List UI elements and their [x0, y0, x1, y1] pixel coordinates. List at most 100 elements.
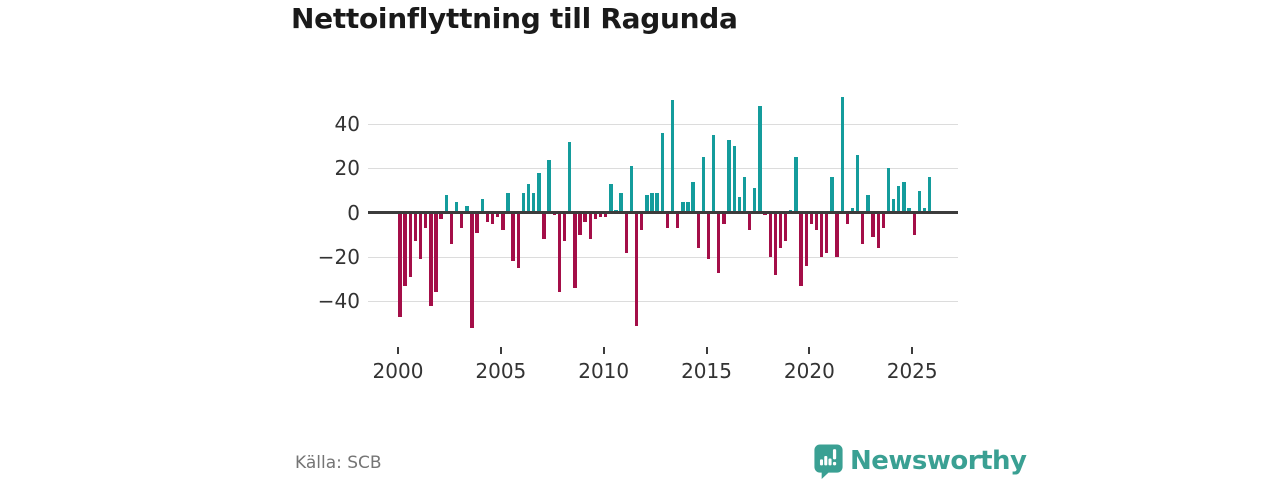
bar	[747, 212, 752, 231]
bar	[706, 212, 711, 260]
bar	[573, 212, 577, 288]
bar	[531, 192, 536, 213]
bar	[470, 212, 474, 328]
x-axis-label: 2000	[372, 359, 424, 383]
x-axis-tick	[808, 347, 811, 354]
bar	[629, 166, 634, 213]
bar	[609, 183, 613, 213]
bar	[511, 212, 515, 262]
bar	[902, 181, 906, 213]
bar	[881, 212, 886, 229]
bar	[485, 212, 490, 222]
bar	[578, 212, 582, 235]
bar	[850, 208, 855, 213]
bar	[876, 212, 880, 249]
bar	[722, 212, 726, 224]
bar	[403, 212, 407, 286]
bar	[912, 212, 916, 235]
bar	[429, 212, 433, 306]
bar	[732, 146, 736, 213]
bar	[768, 212, 772, 257]
bar	[624, 212, 628, 253]
bar	[814, 212, 819, 231]
x-axis-tick	[911, 347, 914, 354]
bar	[454, 201, 459, 213]
bar	[593, 212, 598, 220]
bar	[681, 201, 685, 213]
bar	[686, 201, 690, 213]
bar	[475, 212, 479, 233]
bar	[922, 208, 927, 213]
bar	[753, 188, 757, 213]
newsworthy-logo: Newsworthy	[814, 444, 1027, 480]
bar	[809, 212, 814, 224]
bar	[799, 212, 803, 286]
bar	[516, 212, 520, 269]
newsworthy-logo-text: Newsworthy	[850, 446, 1027, 476]
bar	[840, 97, 844, 213]
newsworthy-logo-icon	[814, 444, 843, 480]
bar	[825, 212, 829, 253]
bar	[619, 192, 623, 213]
bar	[439, 212, 443, 220]
bar	[819, 212, 824, 257]
bar	[650, 192, 654, 213]
bar	[444, 194, 448, 213]
bar	[418, 212, 423, 260]
bar	[583, 212, 587, 222]
bar	[645, 194, 649, 213]
bar	[886, 168, 891, 213]
bar	[562, 212, 567, 242]
bar	[639, 212, 644, 231]
bar	[701, 157, 706, 213]
bar	[460, 212, 464, 229]
y-axis-label: 20	[334, 156, 360, 181]
x-axis-label: 2025	[886, 359, 938, 383]
bar	[480, 199, 484, 213]
bar	[778, 212, 783, 249]
bar	[537, 172, 541, 213]
bar	[413, 212, 418, 242]
bar	[804, 212, 808, 266]
bar	[855, 155, 860, 213]
bar	[547, 159, 551, 213]
bar	[588, 212, 592, 240]
x-axis-zero-line	[368, 211, 958, 214]
bar	[675, 212, 680, 229]
bar	[742, 177, 747, 213]
grid-line	[368, 123, 958, 125]
bar	[506, 192, 510, 213]
x-axis-label: 2020	[783, 359, 835, 383]
bar	[737, 197, 742, 213]
bar	[603, 212, 608, 218]
bar	[567, 141, 572, 213]
bar	[501, 212, 505, 231]
y-axis-label: 40	[334, 112, 360, 137]
bar	[866, 194, 870, 213]
x-axis-tick	[705, 347, 708, 354]
bar	[891, 199, 896, 213]
bar	[521, 192, 526, 213]
bar	[598, 212, 603, 218]
bar	[711, 135, 716, 213]
bar	[434, 212, 438, 293]
bar	[449, 212, 454, 244]
x-axis-label: 2005	[475, 359, 527, 383]
bar	[727, 139, 731, 213]
bar	[691, 181, 695, 213]
bar	[907, 208, 911, 213]
bar	[670, 99, 675, 213]
bar	[634, 212, 639, 326]
bar	[835, 212, 839, 257]
bar	[783, 212, 788, 242]
bar	[490, 212, 495, 224]
bar	[465, 206, 469, 213]
bar	[696, 212, 700, 249]
bar	[717, 212, 721, 273]
bar	[897, 186, 901, 213]
x-axis-label: 2015	[681, 359, 732, 383]
bar	[794, 157, 798, 213]
x-axis-tick	[499, 347, 502, 354]
bar	[526, 183, 531, 213]
